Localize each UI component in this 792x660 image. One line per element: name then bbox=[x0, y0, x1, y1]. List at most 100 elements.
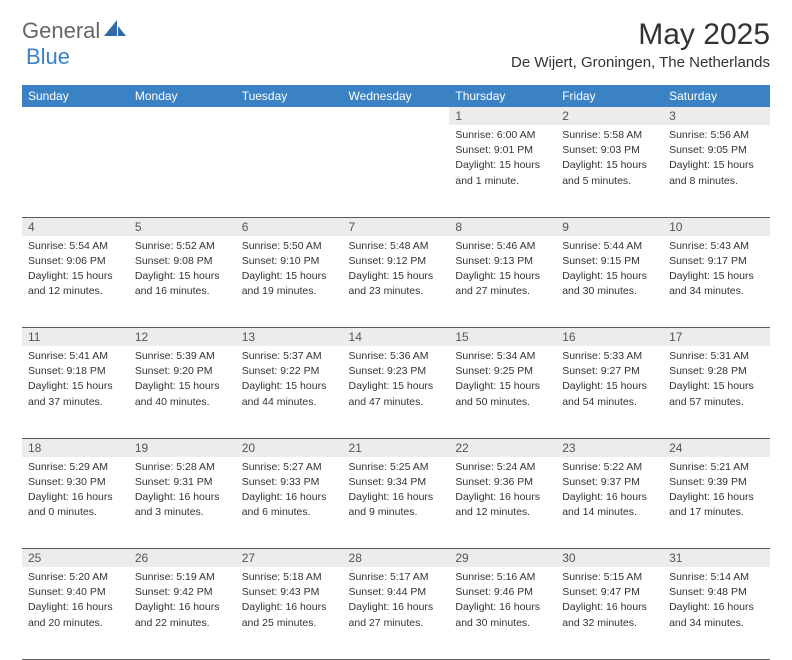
day2-text: and 9 minutes. bbox=[349, 505, 444, 519]
day-cell-body: Sunrise: 6:00 AMSunset: 9:01 PMDaylight:… bbox=[449, 125, 556, 193]
day1-text: Daylight: 15 hours bbox=[28, 269, 123, 283]
calendar-table: SundayMondayTuesdayWednesdayThursdayFrid… bbox=[22, 85, 770, 660]
sunset-text: Sunset: 9:42 PM bbox=[135, 585, 230, 599]
sunrise-text: Sunrise: 5:41 AM bbox=[28, 349, 123, 363]
week-row: Sunrise: 5:54 AMSunset: 9:06 PMDaylight:… bbox=[22, 236, 770, 328]
sunrise-text: Sunrise: 5:24 AM bbox=[455, 460, 550, 474]
day-header: Tuesday bbox=[236, 85, 343, 107]
day2-text: and 47 minutes. bbox=[349, 395, 444, 409]
day-cell: Sunrise: 5:44 AMSunset: 9:15 PMDaylight:… bbox=[556, 236, 663, 328]
day-cell bbox=[343, 125, 450, 217]
day-number: 10 bbox=[663, 217, 770, 236]
day1-text: Daylight: 16 hours bbox=[349, 600, 444, 614]
day-number: 22 bbox=[449, 438, 556, 457]
day-number: 23 bbox=[556, 438, 663, 457]
day1-text: Daylight: 16 hours bbox=[135, 490, 230, 504]
sunrise-text: Sunrise: 5:43 AM bbox=[669, 239, 764, 253]
sunset-text: Sunset: 9:47 PM bbox=[562, 585, 657, 599]
day2-text: and 12 minutes. bbox=[28, 284, 123, 298]
day-cell-body: Sunrise: 5:18 AMSunset: 9:43 PMDaylight:… bbox=[236, 567, 343, 635]
day2-text: and 37 minutes. bbox=[28, 395, 123, 409]
day-cell: Sunrise: 5:15 AMSunset: 9:47 PMDaylight:… bbox=[556, 567, 663, 659]
day1-text: Daylight: 15 hours bbox=[349, 379, 444, 393]
day-cell-body: Sunrise: 5:56 AMSunset: 9:05 PMDaylight:… bbox=[663, 125, 770, 193]
day-number: 2 bbox=[556, 107, 663, 125]
brand-logo: General bbox=[22, 18, 128, 44]
day-cell-body: Sunrise: 5:33 AMSunset: 9:27 PMDaylight:… bbox=[556, 346, 663, 414]
day2-text: and 8 minutes. bbox=[669, 174, 764, 188]
sunset-text: Sunset: 9:12 PM bbox=[349, 254, 444, 268]
day2-text: and 3 minutes. bbox=[135, 505, 230, 519]
day-number: 29 bbox=[449, 549, 556, 568]
day-cell-body: Sunrise: 5:27 AMSunset: 9:33 PMDaylight:… bbox=[236, 457, 343, 525]
page-header: General May 2025 De Wijert, Groningen, T… bbox=[22, 18, 770, 71]
day1-text: Daylight: 16 hours bbox=[28, 490, 123, 504]
day-header: Saturday bbox=[663, 85, 770, 107]
sunset-text: Sunset: 9:37 PM bbox=[562, 475, 657, 489]
day2-text: and 12 minutes. bbox=[455, 505, 550, 519]
day-cell-body: Sunrise: 5:20 AMSunset: 9:40 PMDaylight:… bbox=[22, 567, 129, 635]
day1-text: Daylight: 15 hours bbox=[562, 379, 657, 393]
day2-text: and 23 minutes. bbox=[349, 284, 444, 298]
day-number: 25 bbox=[22, 549, 129, 568]
day-header: Sunday bbox=[22, 85, 129, 107]
sunset-text: Sunset: 9:20 PM bbox=[135, 364, 230, 378]
brand-blue-line: Blue bbox=[26, 44, 70, 70]
day-number: 30 bbox=[556, 549, 663, 568]
week-row: Sunrise: 5:41 AMSunset: 9:18 PMDaylight:… bbox=[22, 346, 770, 438]
day1-text: Daylight: 15 hours bbox=[562, 269, 657, 283]
brand-blue: Blue bbox=[26, 44, 70, 70]
day-cell: Sunrise: 5:14 AMSunset: 9:48 PMDaylight:… bbox=[663, 567, 770, 659]
sunrise-text: Sunrise: 5:33 AM bbox=[562, 349, 657, 363]
day-cell-body: Sunrise: 5:25 AMSunset: 9:34 PMDaylight:… bbox=[343, 457, 450, 525]
day2-text: and 34 minutes. bbox=[669, 616, 764, 630]
day-cell-body: Sunrise: 5:48 AMSunset: 9:12 PMDaylight:… bbox=[343, 236, 450, 304]
day2-text: and 27 minutes. bbox=[349, 616, 444, 630]
day-number: 1 bbox=[449, 107, 556, 125]
sunrise-text: Sunrise: 5:46 AM bbox=[455, 239, 550, 253]
day1-text: Daylight: 15 hours bbox=[242, 379, 337, 393]
week-row: Sunrise: 5:20 AMSunset: 9:40 PMDaylight:… bbox=[22, 567, 770, 659]
daynum-row: 45678910 bbox=[22, 217, 770, 236]
day2-text: and 50 minutes. bbox=[455, 395, 550, 409]
daynum-row: 25262728293031 bbox=[22, 549, 770, 568]
day-cell: Sunrise: 5:25 AMSunset: 9:34 PMDaylight:… bbox=[343, 457, 450, 549]
sunset-text: Sunset: 9:44 PM bbox=[349, 585, 444, 599]
day-cell-body: Sunrise: 5:22 AMSunset: 9:37 PMDaylight:… bbox=[556, 457, 663, 525]
day-number: 6 bbox=[236, 217, 343, 236]
day-number: 26 bbox=[129, 549, 236, 568]
day2-text: and 5 minutes. bbox=[562, 174, 657, 188]
day-cell-body: Sunrise: 5:43 AMSunset: 9:17 PMDaylight:… bbox=[663, 236, 770, 304]
sunset-text: Sunset: 9:46 PM bbox=[455, 585, 550, 599]
location-subtitle: De Wijert, Groningen, The Netherlands bbox=[511, 54, 770, 71]
day-cell: Sunrise: 5:28 AMSunset: 9:31 PMDaylight:… bbox=[129, 457, 236, 549]
day1-text: Daylight: 16 hours bbox=[242, 490, 337, 504]
sunrise-text: Sunrise: 5:39 AM bbox=[135, 349, 230, 363]
day-header: Friday bbox=[556, 85, 663, 107]
sunset-text: Sunset: 9:15 PM bbox=[562, 254, 657, 268]
sunset-text: Sunset: 9:34 PM bbox=[349, 475, 444, 489]
day-number: 3 bbox=[663, 107, 770, 125]
sunrise-text: Sunrise: 5:31 AM bbox=[669, 349, 764, 363]
day-number: 9 bbox=[556, 217, 663, 236]
day-number: 24 bbox=[663, 438, 770, 457]
day1-text: Daylight: 15 hours bbox=[455, 158, 550, 172]
sunrise-text: Sunrise: 5:48 AM bbox=[349, 239, 444, 253]
day1-text: Daylight: 16 hours bbox=[349, 490, 444, 504]
day1-text: Daylight: 16 hours bbox=[562, 490, 657, 504]
day-cell-body: Sunrise: 5:41 AMSunset: 9:18 PMDaylight:… bbox=[22, 346, 129, 414]
day-cell: Sunrise: 5:54 AMSunset: 9:06 PMDaylight:… bbox=[22, 236, 129, 328]
day-cell: Sunrise: 5:36 AMSunset: 9:23 PMDaylight:… bbox=[343, 346, 450, 438]
brand-general: General bbox=[22, 18, 100, 44]
day-cell-body: Sunrise: 5:19 AMSunset: 9:42 PMDaylight:… bbox=[129, 567, 236, 635]
day1-text: Daylight: 16 hours bbox=[455, 490, 550, 504]
day-cell: Sunrise: 5:21 AMSunset: 9:39 PMDaylight:… bbox=[663, 457, 770, 549]
day1-text: Daylight: 16 hours bbox=[135, 600, 230, 614]
day1-text: Daylight: 16 hours bbox=[669, 490, 764, 504]
day1-text: Daylight: 15 hours bbox=[669, 269, 764, 283]
day-number: 7 bbox=[343, 217, 450, 236]
day-cell-body: Sunrise: 5:17 AMSunset: 9:44 PMDaylight:… bbox=[343, 567, 450, 635]
brand-sail-icon bbox=[104, 18, 126, 44]
day1-text: Daylight: 16 hours bbox=[455, 600, 550, 614]
day-number: 20 bbox=[236, 438, 343, 457]
